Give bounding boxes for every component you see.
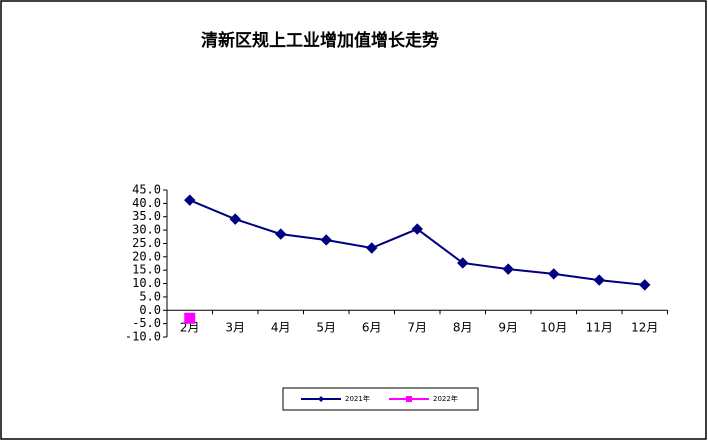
point-marker: [639, 279, 651, 291]
point-marker: [366, 242, 378, 254]
legend: 2021年 2022年: [282, 387, 479, 411]
y-tick-label: 20.0: [132, 249, 161, 263]
point-marker: [229, 213, 241, 225]
point-marker: [593, 274, 605, 286]
y-tick-label: -10.0: [125, 330, 161, 344]
point-marker: [548, 268, 560, 280]
legend-box: [282, 387, 479, 411]
y-tick-label: 30.0: [132, 223, 161, 237]
x-tick-label: 5月: [316, 321, 336, 335]
y-tick-label: 0.0: [139, 303, 161, 317]
chart-title: 清新区规上工业增加值增长走势: [201, 30, 439, 51]
x-tick-label: 6月: [362, 321, 382, 335]
point-marker: [184, 312, 196, 324]
point-marker: [411, 223, 423, 235]
y-tick-label: 5.0: [139, 289, 161, 303]
x-tick-label: 9月: [498, 321, 518, 335]
y-tick-label: 25.0: [132, 236, 161, 250]
point-marker: [320, 234, 332, 246]
point-marker: [275, 228, 287, 240]
legend-label: 2022年: [433, 394, 458, 403]
x-tick-label: 4月: [271, 321, 291, 335]
y-tick-label: 40.0: [132, 196, 161, 210]
x-tick-label: 7月: [407, 321, 427, 335]
x-tick-label: 10月: [540, 321, 567, 335]
legend-marker: [406, 396, 412, 402]
y-tick-label: 15.0: [132, 263, 161, 277]
y-tick-label: 35.0: [132, 209, 161, 223]
y-tick-label: 10.0: [132, 276, 161, 290]
x-tick-label: 2月: [180, 321, 200, 335]
x-tick-label: 8月: [453, 321, 473, 335]
y-tick-label: 45.0: [132, 183, 161, 197]
x-tick-label: 11月: [586, 321, 613, 335]
point-marker: [457, 257, 469, 269]
legend-marker: [318, 396, 324, 402]
point-marker: [502, 263, 514, 275]
point-marker: [184, 194, 196, 206]
x-tick-label: 12月: [631, 321, 658, 335]
legend-label: 2021年: [345, 394, 370, 403]
y-tick-label: -5.0: [132, 316, 161, 330]
x-tick-label: 3月: [225, 321, 245, 335]
